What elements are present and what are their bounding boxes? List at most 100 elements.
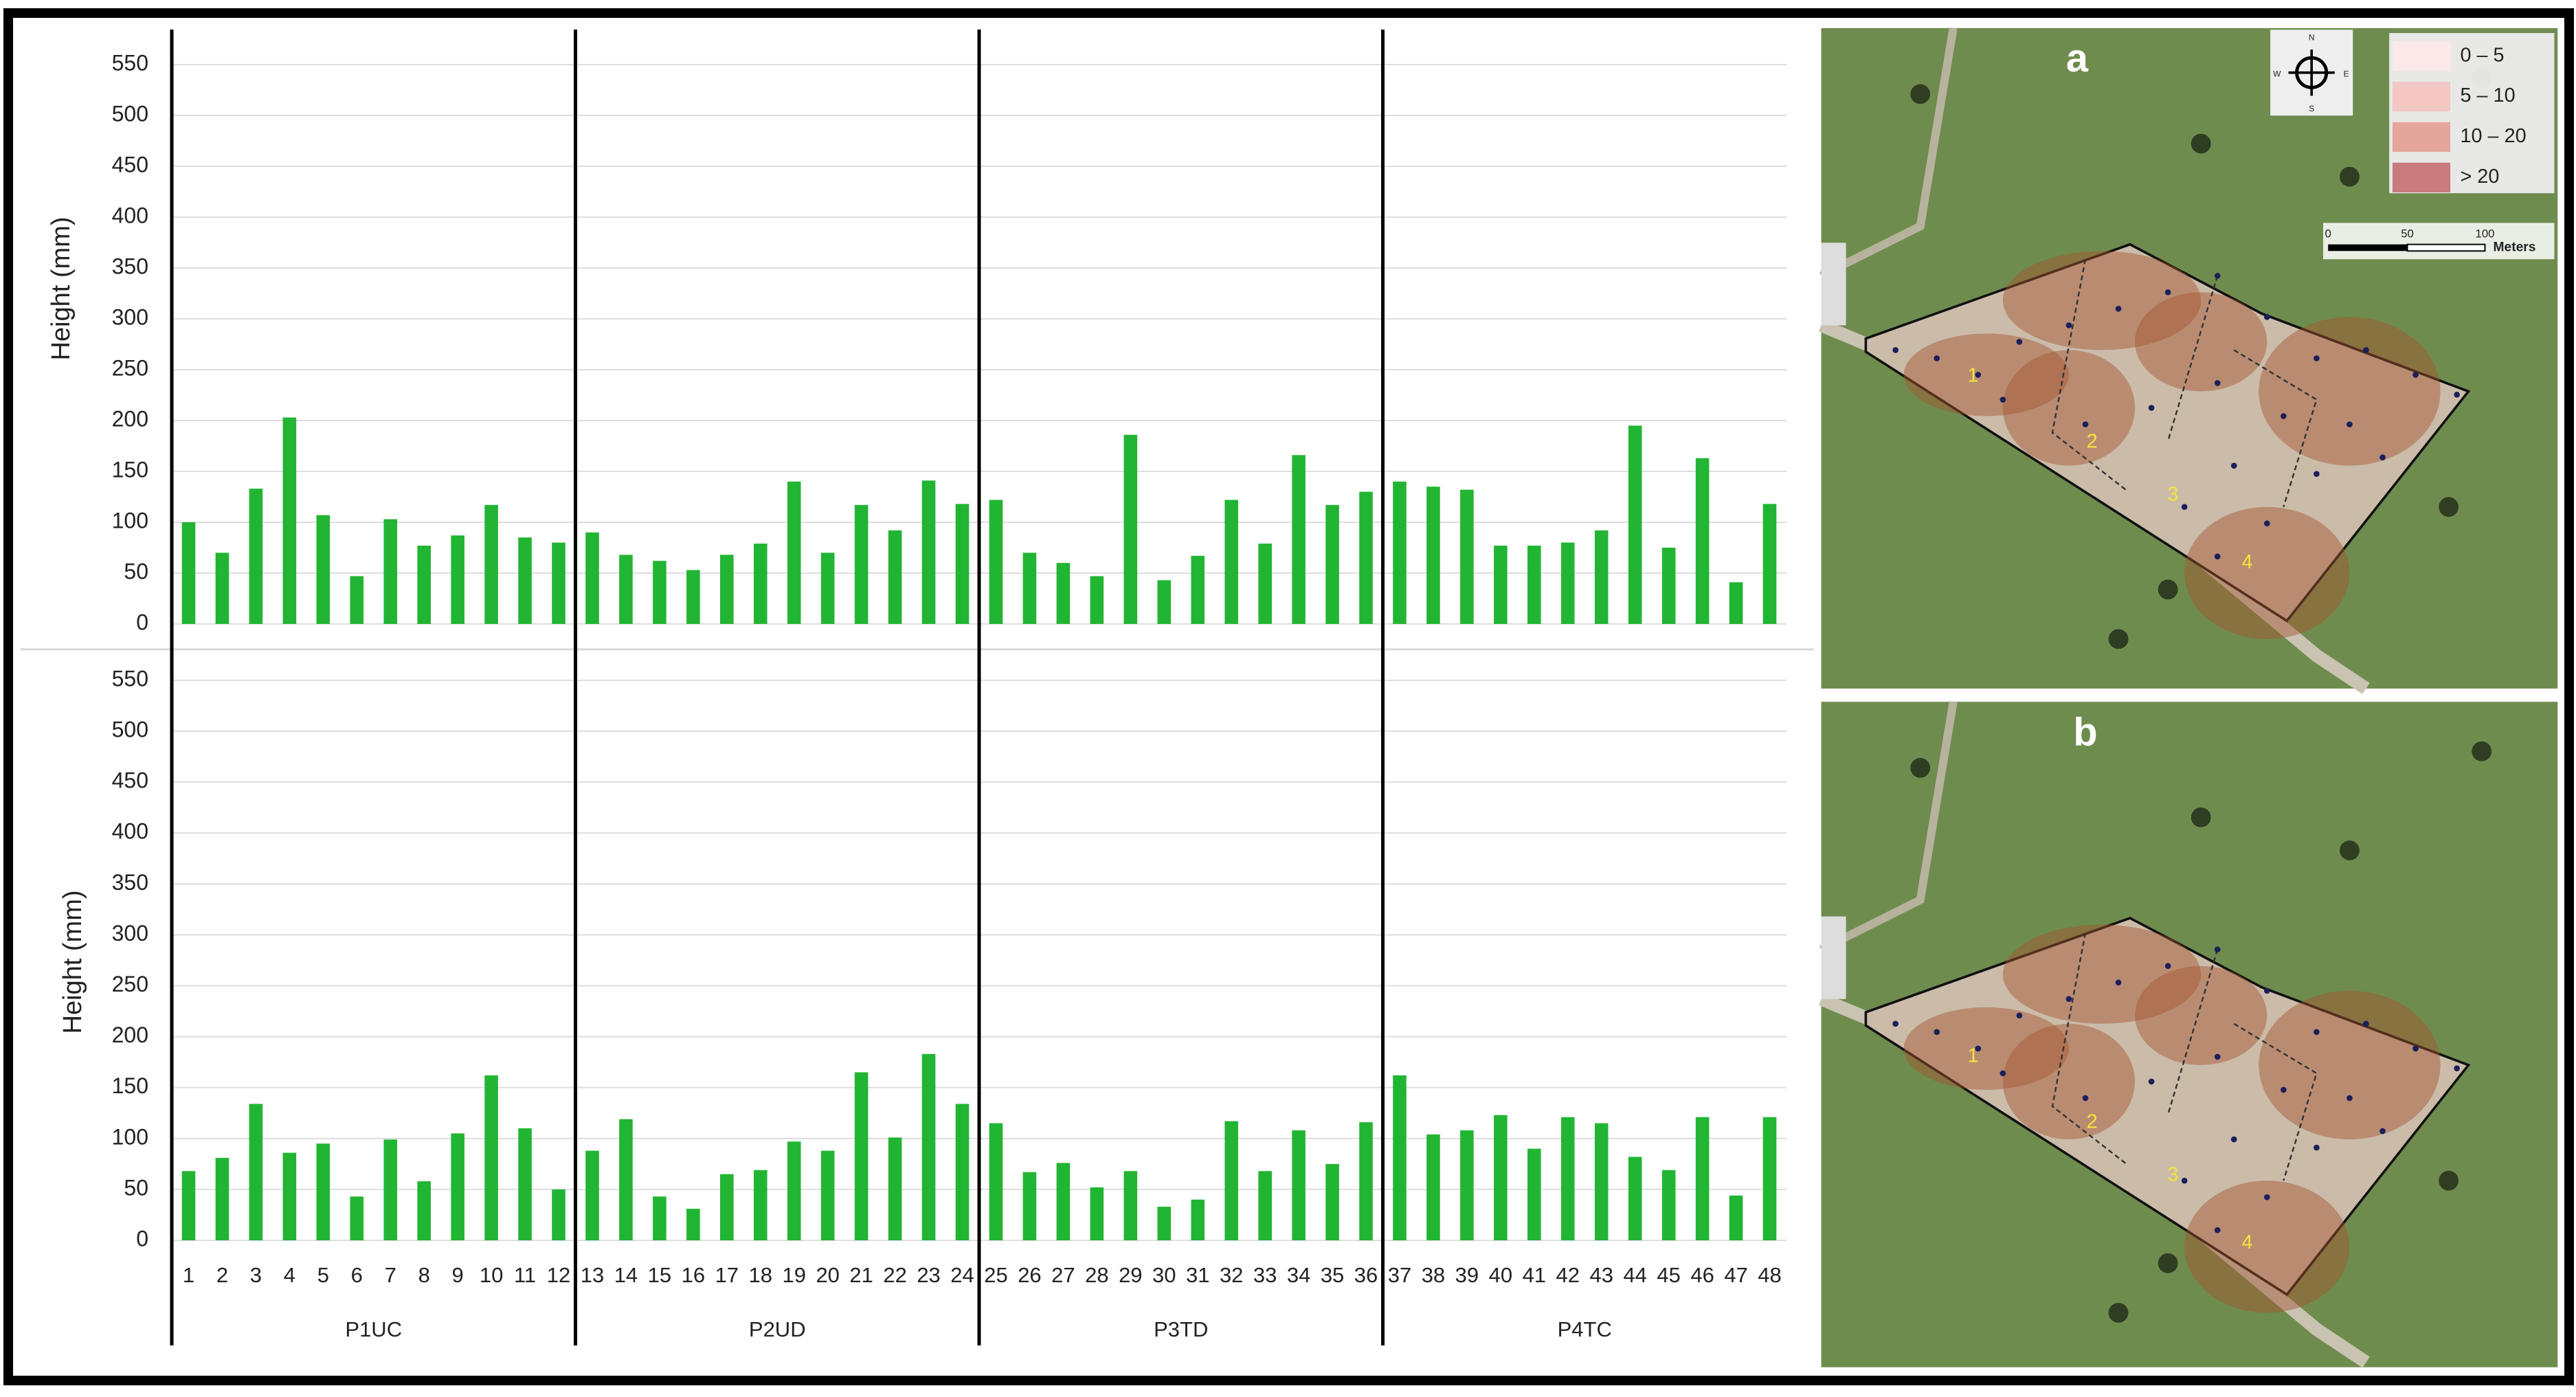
bar (1762, 504, 1777, 624)
group-label: P2UD (749, 1317, 806, 1341)
map-road (1819, 701, 1958, 954)
y-tick-label: 550 (112, 50, 148, 75)
x-tick-label: 5 (317, 1263, 329, 1287)
bar (417, 1181, 431, 1240)
bar (1729, 1195, 1743, 1240)
bar (921, 480, 936, 624)
bar (1191, 1199, 1205, 1240)
y-tick-label: 0 (136, 1226, 148, 1251)
map-tree (1910, 757, 1931, 778)
bar (518, 1128, 532, 1240)
scale-unit: Meters (2494, 241, 2536, 255)
x-tick-label: 28 (1085, 1263, 1108, 1287)
zone-label: 2 (2087, 431, 2098, 453)
map-tree (2191, 807, 2211, 827)
sample-point (2314, 1029, 2320, 1036)
charts: 050100150200250300350400450500550Height … (47, 30, 1787, 1345)
x-tick-label: 24 (950, 1263, 974, 1287)
x-tick-label: 38 (1422, 1263, 1445, 1287)
bar (989, 500, 1003, 624)
bar (1393, 481, 1407, 624)
compass-cross (2288, 49, 2335, 96)
y-tick-label: 200 (112, 1022, 148, 1047)
sample-point (2164, 289, 2171, 295)
bar (1090, 1187, 1104, 1240)
sample-point (2016, 1012, 2023, 1019)
sample-point (2347, 1095, 2353, 1102)
x-tick-label: 31 (1186, 1263, 1209, 1287)
bar (215, 552, 229, 624)
bar (1762, 1117, 1777, 1240)
bar (1292, 455, 1306, 624)
legend-swatch (2392, 122, 2451, 153)
bar (1661, 548, 1676, 624)
sample-point (1892, 347, 1899, 353)
bar (720, 1174, 734, 1240)
bar (1594, 1123, 1609, 1240)
x-tick-label: 17 (715, 1263, 739, 1287)
bar (955, 504, 970, 624)
x-tick-label: 41 (1523, 1263, 1546, 1287)
y-tick-label: 500 (112, 101, 148, 126)
group-label: P1UC (345, 1317, 402, 1341)
bar (1729, 582, 1743, 624)
x-tick-label: 1 (183, 1263, 194, 1287)
bar (282, 1152, 297, 1240)
sample-point (2314, 471, 2320, 477)
map-tree (2439, 497, 2459, 517)
density-blob (1903, 333, 2069, 416)
x-tick-label: 29 (1119, 1263, 1142, 1287)
y-tick-label: 350 (112, 870, 148, 895)
bar (1090, 576, 1104, 624)
sample-point (2148, 1078, 2155, 1085)
map-road (1819, 27, 1958, 280)
x-tick-label: 7 (385, 1263, 396, 1287)
x-tick-label: 20 (816, 1263, 839, 1287)
x-tick-label: 22 (883, 1263, 906, 1287)
legend-swatch (2392, 81, 2451, 112)
bar (1157, 580, 1172, 624)
bar (1157, 1207, 1172, 1240)
bar (1292, 1130, 1306, 1240)
x-tick-label: 15 (648, 1263, 671, 1287)
y-tick-label: 100 (112, 508, 148, 533)
map-tree (2158, 579, 2178, 600)
study-area (1864, 243, 2471, 623)
map-tree (2158, 1253, 2178, 1273)
y-tick-label: 550 (112, 666, 148, 691)
x-tick-label: 8 (418, 1263, 430, 1287)
density-blob (2184, 1181, 2350, 1313)
density-blob (2002, 1023, 2136, 1140)
group-label: P3TD (1154, 1317, 1208, 1341)
x-tick-label: 9 (452, 1263, 464, 1287)
sample-point (1934, 1029, 1940, 1036)
density-blob (1903, 1007, 2069, 1090)
bar (1661, 1170, 1676, 1240)
bar (1123, 1171, 1138, 1240)
map-tree (2108, 1302, 2129, 1323)
bar (350, 576, 364, 624)
bar (653, 1196, 667, 1240)
bar (1258, 544, 1272, 624)
bar (1056, 1163, 1071, 1240)
bar (686, 570, 700, 624)
sample-point (2181, 504, 2188, 511)
bar (753, 544, 768, 624)
x-tick-label: 6 (351, 1263, 363, 1287)
x-tick-label: 42 (1556, 1263, 1580, 1287)
x-tick-label: 37 (1388, 1263, 1411, 1287)
x-tick-label: 25 (984, 1263, 1007, 1287)
sample-point (2412, 1045, 2419, 1052)
bar (619, 1119, 633, 1240)
y-tick-label: 500 (112, 717, 148, 742)
x-tick-label: 10 (480, 1263, 503, 1287)
bar (282, 417, 297, 624)
legend-label: 5 – 10 (2460, 85, 2515, 107)
bar-chart: 0 50 100 150 200 250 300 350 400 450 500 550 Height … (47, 50, 1787, 634)
x-tick-label: 36 (1354, 1263, 1378, 1287)
x-tick-label: 27 (1051, 1263, 1075, 1287)
legend-label: 0 – 5 (2460, 44, 2504, 66)
map-tree (2340, 840, 2360, 860)
y-tick-label: 450 (112, 152, 148, 177)
